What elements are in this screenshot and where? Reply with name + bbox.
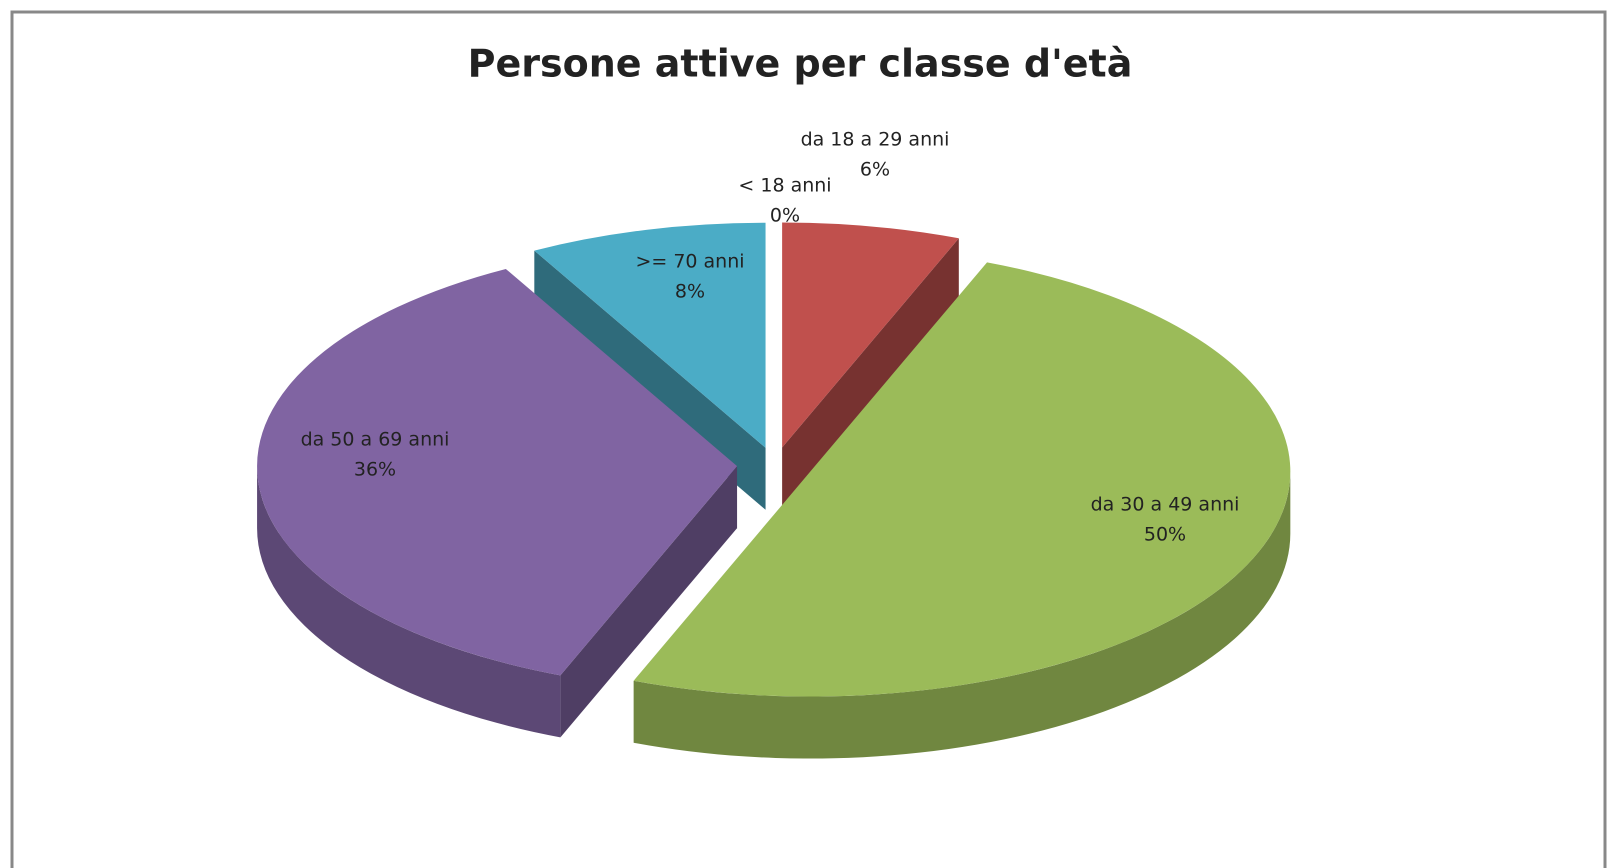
slice bbox=[257, 268, 738, 738]
slice-top bbox=[257, 268, 738, 676]
slice-side bbox=[560, 466, 738, 738]
data-label-category: >= 70 anni bbox=[635, 251, 744, 273]
slice-top bbox=[633, 262, 1291, 697]
slice bbox=[633, 262, 1291, 759]
slice-wall bbox=[633, 471, 1291, 759]
chart-title: Persone attive per classe d'età bbox=[468, 42, 1133, 86]
slice-top bbox=[782, 222, 959, 448]
data-label-value: 50% bbox=[1144, 524, 1186, 546]
slice-top bbox=[534, 222, 766, 448]
data-label-value: 8% bbox=[675, 281, 705, 303]
data-label-value: 6% bbox=[860, 159, 890, 181]
data-label-category: da 50 a 69 anni bbox=[301, 429, 450, 451]
data-label-value: 0% bbox=[770, 205, 800, 227]
slice-side bbox=[782, 238, 959, 510]
slice bbox=[782, 222, 959, 510]
data-label-category: da 30 a 49 anni bbox=[1091, 494, 1240, 516]
data-label-category: < 18 anni bbox=[738, 175, 831, 197]
data-label-category: da 18 a 29 anni bbox=[801, 129, 950, 151]
slice-wall bbox=[257, 466, 561, 738]
data-label-value: 36% bbox=[354, 459, 396, 481]
